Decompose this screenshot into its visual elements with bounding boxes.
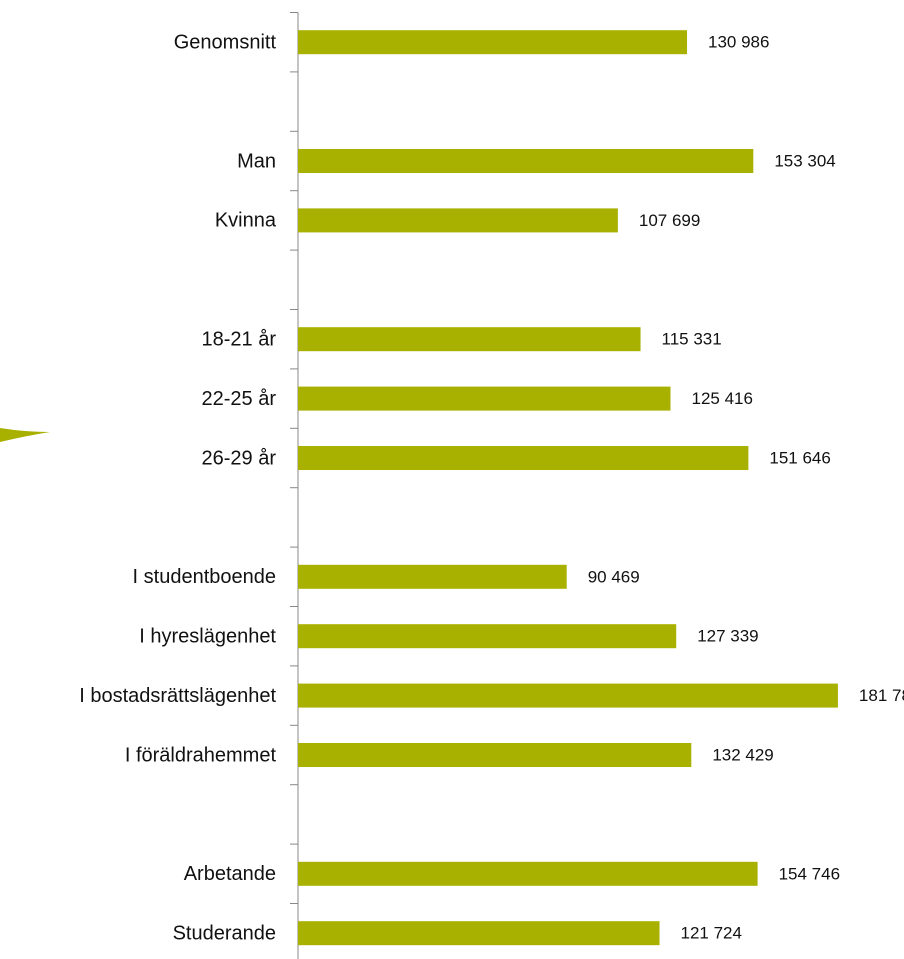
category-label: Studerande [173,922,276,944]
bar [298,386,671,411]
bar [298,208,618,233]
category-label: Man [237,150,276,172]
data-label: 153 304 [774,151,835,170]
bar [298,149,754,173]
category-label: 26-29 år [202,447,277,469]
category-label: Genomsnitt [174,31,277,53]
bar [298,743,692,767]
category-label: I föräldrahemmet [125,744,277,766]
bar [298,861,758,886]
category-label: 22-25 år [202,388,277,410]
category-label: I studentboende [133,566,276,588]
bar [298,921,660,946]
bar [298,446,749,470]
category-label: Kvinna [215,210,277,232]
data-label: 107 699 [639,211,700,230]
data-label: 132 429 [712,745,773,764]
bar [298,564,567,589]
decoration [0,428,50,442]
data-label: 181 789 [859,686,904,705]
category-label: I hyreslägenhet [139,625,276,647]
data-label: 130 986 [708,33,769,52]
data-label: 121 724 [681,924,742,943]
bar [298,327,641,352]
data-label: 125 416 [691,389,752,408]
bar [298,30,688,55]
bar [298,683,838,708]
data-label: 90 469 [588,567,640,586]
bar [298,624,677,649]
category-label: 18-21 år [202,328,277,350]
data-label: 115 331 [662,330,722,349]
data-label: 127 339 [697,627,758,646]
data-label: 154 746 [779,864,840,883]
category-label: I bostadsrättslägenhet [79,685,276,707]
data-label: 151 646 [769,448,830,467]
category-label: Arbetande [184,863,276,885]
